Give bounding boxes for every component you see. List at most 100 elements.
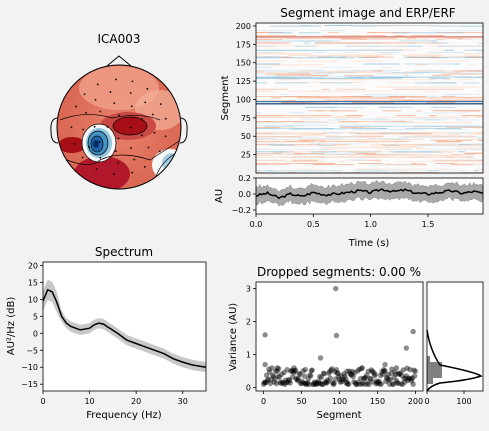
segment-trace (256, 77, 274, 78)
segment-trace (297, 61, 302, 62)
sensor-dot (141, 134, 143, 136)
segment-trace (316, 102, 329, 103)
segment-trace (476, 137, 483, 138)
variance-point (275, 368, 280, 373)
segment-trace (300, 76, 324, 77)
sensor-dot (117, 138, 119, 140)
segment-trace (370, 121, 391, 122)
segment-trace (429, 82, 456, 83)
erp-ytick-label: 0.2 (238, 174, 251, 183)
segment-trace (352, 54, 370, 55)
segment-trace (366, 79, 386, 80)
segment-trace (331, 54, 345, 55)
segment-trace (453, 157, 467, 158)
segment-trace (305, 107, 337, 108)
segment-trace (299, 32, 321, 33)
segment-trace (406, 82, 412, 83)
segment-trace (433, 139, 462, 140)
segment-trace (265, 67, 273, 68)
segment-trace (386, 79, 415, 80)
segment-trace (439, 87, 464, 88)
segment-trace (371, 35, 386, 36)
segment-trace (349, 77, 364, 78)
segment-trace (445, 122, 472, 123)
segment-trace (302, 61, 331, 62)
segment-image-panel: Segment image and ERP/ERF 20017515012510… (220, 6, 483, 173)
variance-point (303, 367, 308, 372)
variance-point (344, 368, 349, 373)
segment-trace (393, 133, 400, 134)
segment-trace (322, 139, 337, 140)
segment-trace (364, 94, 397, 95)
segment-trace (273, 152, 286, 153)
segment-trace (313, 96, 330, 97)
segment-trace (472, 133, 483, 134)
segment-trace (469, 64, 474, 65)
segment-trace (374, 64, 400, 65)
segment-trace (363, 38, 396, 39)
segment-trace (365, 57, 394, 58)
sensor-dot (99, 157, 101, 159)
segment-trace (396, 115, 416, 116)
sensor-dot (148, 147, 150, 149)
segment-trace (359, 128, 379, 129)
segment-trace (429, 30, 441, 31)
spectrum-xtick-label: 0 (40, 397, 45, 406)
segment-trace (256, 96, 280, 97)
segment-trace (338, 121, 370, 122)
segment-trace (256, 67, 265, 68)
segment-trace (436, 142, 457, 143)
segment-trace (382, 139, 401, 140)
segment-trace (470, 94, 479, 95)
segment-trace (316, 43, 334, 44)
segment-trace (288, 91, 306, 92)
segment-trace (371, 146, 378, 147)
segment-trace (403, 134, 421, 135)
segment-trace (407, 87, 416, 88)
spectrum-ytick-label: −10 (21, 363, 38, 372)
segment-trace (339, 126, 366, 127)
variance-point (410, 382, 415, 387)
segment-trace (256, 133, 260, 134)
segment-trace (332, 157, 363, 158)
sensor-dot (99, 111, 101, 113)
segment-trace (423, 91, 437, 92)
segment-trace (281, 139, 289, 140)
segment-trace (308, 110, 337, 111)
segment-trace (368, 138, 394, 139)
segment-trace (476, 39, 483, 40)
segment-trace (446, 151, 456, 152)
segment-trace (447, 100, 476, 101)
sensor-dot (131, 172, 133, 174)
segment-trace (432, 41, 437, 42)
segment-trace (320, 133, 345, 134)
segment-trace (469, 110, 479, 111)
sensor-dot (96, 168, 98, 170)
segment-trace (436, 152, 454, 153)
segment-ytick-label: 75 (241, 114, 251, 123)
sensor-dot (110, 91, 112, 93)
segment-trace (342, 132, 367, 133)
segment-trace (379, 142, 391, 143)
sensor-dot (130, 147, 132, 149)
segment-trace (256, 112, 262, 113)
segment-trace (370, 72, 380, 73)
segment-trace (282, 35, 296, 36)
variance-xtick-label: 200 (408, 397, 423, 406)
spectrum-xlabel: Frequency (Hz) (86, 410, 162, 421)
segment-highlighted-row (256, 103, 483, 104)
segment-trace (382, 78, 402, 79)
variance-ytick-label: 2 (246, 318, 251, 327)
segment-trace (322, 147, 353, 148)
segment-trace (433, 110, 445, 111)
segment-trace (311, 115, 331, 116)
segment-trace (347, 122, 357, 123)
erp-xtick-label: 0.0 (250, 220, 263, 229)
segment-trace (352, 102, 356, 103)
segment-trace (294, 122, 328, 123)
segment-trace (449, 76, 473, 77)
segment-trace (392, 45, 405, 46)
segment-trace (471, 134, 483, 135)
sensor-dot (159, 150, 161, 152)
